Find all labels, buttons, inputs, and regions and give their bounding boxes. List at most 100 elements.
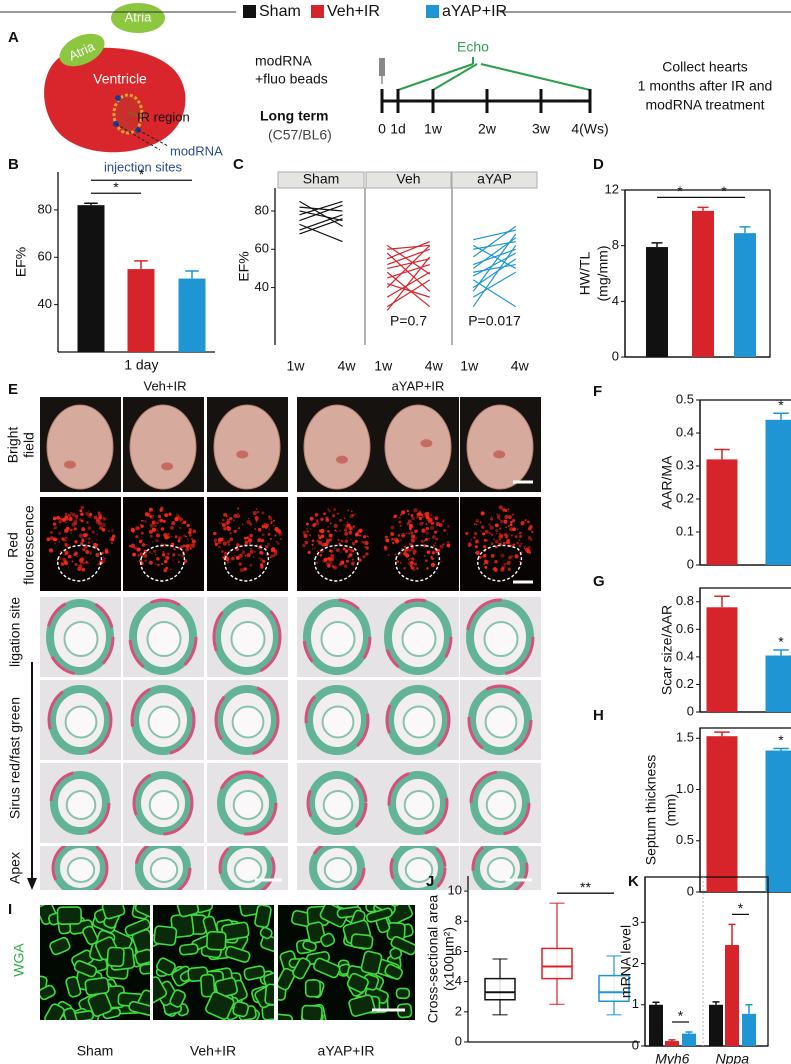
fluo-dot <box>509 521 513 524</box>
atrium <box>111 3 165 33</box>
fluo-dot <box>61 517 67 522</box>
fluo-dot <box>78 533 84 538</box>
row-label: Bright <box>5 427 21 464</box>
fluo-dot <box>156 521 159 525</box>
fluo-dot <box>433 530 438 534</box>
heart-spot <box>236 450 249 459</box>
fluo-dot <box>470 538 472 541</box>
y-tick-label: 0 <box>612 348 619 363</box>
fluo-dot <box>273 552 278 556</box>
fluo-dot <box>336 531 338 533</box>
fluo-dot <box>518 544 522 548</box>
fluo-dot <box>192 529 197 534</box>
bar <box>682 1033 696 1046</box>
fluo-dot <box>157 563 160 566</box>
fluo-dot <box>156 556 160 561</box>
fluo-dot <box>305 522 309 526</box>
y-tick-label: 40 <box>38 296 52 311</box>
fluo-dot <box>354 539 358 543</box>
cell-outline <box>232 1001 250 1018</box>
fluo-dot <box>430 521 435 525</box>
fluo-dot <box>423 554 426 557</box>
heart-spot <box>335 455 348 464</box>
fluo-dot <box>512 543 516 547</box>
group-label: aYAP+IR <box>392 378 445 393</box>
fluo-dot <box>500 553 505 558</box>
paired-line <box>472 279 517 308</box>
p-value: P=0.017 <box>468 313 521 329</box>
box <box>484 977 516 1001</box>
section <box>460 597 541 677</box>
box <box>598 974 630 1003</box>
section-scar <box>469 770 531 836</box>
timeline-label: 4(Ws) <box>571 121 608 137</box>
fluo-dot <box>425 537 428 541</box>
fluo-dot <box>493 538 496 541</box>
fluo-dot <box>510 544 513 547</box>
cell-outline <box>153 976 168 1004</box>
cell-outline <box>178 943 199 956</box>
fluo-dot <box>323 512 326 516</box>
fluo-dot <box>259 563 264 567</box>
section-lumen <box>486 857 516 883</box>
fluo-dot <box>271 547 276 552</box>
fluo-dot <box>101 551 104 555</box>
fluo-dot <box>71 512 76 517</box>
fluo-dot <box>408 559 410 561</box>
group-label: Sham <box>77 1043 114 1059</box>
fluo-dot <box>268 516 273 521</box>
fluo-dot <box>254 527 257 531</box>
stain-label: WGA <box>11 943 27 977</box>
echo-line <box>432 63 478 91</box>
fluo-dot <box>253 550 256 553</box>
fluo-dot <box>344 549 349 553</box>
fluo-dot <box>246 553 251 558</box>
fluo-dot <box>384 547 388 551</box>
section <box>40 680 121 760</box>
fluo-dot <box>76 555 78 558</box>
bar <box>709 1004 723 1046</box>
section-scar <box>132 770 194 836</box>
fluo-dot <box>96 539 98 541</box>
fluo-dot <box>499 533 504 539</box>
fluo-dot <box>327 564 331 568</box>
fluo-dot <box>405 532 408 535</box>
fluo-dot <box>490 533 494 537</box>
frame <box>699 399 791 566</box>
fluo-dot <box>188 528 192 532</box>
group-label: aYAP+IR <box>318 1043 375 1059</box>
fluo-dot <box>498 505 503 510</box>
fluo-dot <box>408 532 411 535</box>
cell-outline <box>214 977 238 998</box>
fluo-dot <box>354 532 359 537</box>
fluo-dot <box>260 539 265 543</box>
fluo-dot <box>512 519 516 523</box>
fluo-dot <box>102 528 105 531</box>
bar <box>706 736 738 892</box>
y-tick-label: 1 <box>632 996 639 1011</box>
fluo-dot <box>493 567 497 571</box>
fluo-dot <box>182 545 184 547</box>
timeline-label: 2w <box>478 121 497 137</box>
fluo-dot <box>59 517 63 521</box>
fluo-dot <box>172 559 174 562</box>
fluo-dot <box>142 520 144 522</box>
fluo-dot <box>144 512 149 517</box>
fluo-dot <box>254 515 259 521</box>
fluo-dot <box>520 520 525 526</box>
fluo-dot <box>420 539 424 543</box>
fluo-dot <box>80 505 84 510</box>
fluo-dot <box>500 567 505 572</box>
fluorescence <box>123 497 204 591</box>
fluo-dot <box>187 540 189 542</box>
fluo-dot <box>163 543 166 546</box>
row-label: fluorescence <box>21 505 37 585</box>
fluo-dot <box>64 528 69 533</box>
paired-line <box>386 256 431 311</box>
panel-a: A Atria Atria Ventricle IR region modRNA… <box>8 3 772 174</box>
fluo-dot <box>64 536 68 540</box>
fluo-dot <box>421 528 426 533</box>
fluo-dot <box>149 515 152 518</box>
fluo-dot <box>348 547 351 551</box>
cell-outline <box>82 925 99 946</box>
